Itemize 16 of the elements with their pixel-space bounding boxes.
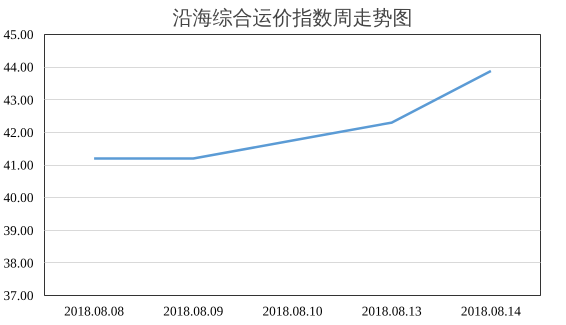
y-tick-label: 41.00 — [4, 158, 34, 172]
x-tick-label: 2018.08.14 — [460, 304, 522, 318]
chart-title: 沿海综合运价指数周走势图 — [172, 8, 412, 30]
x-tick-label: 2018.08.08 — [64, 304, 124, 318]
y-tick-label: 37.00 — [4, 288, 34, 303]
line-series — [92, 70, 492, 160]
x-tick-label: 2018.08.09 — [163, 304, 224, 318]
y-tick-label: 45.00 — [4, 27, 34, 42]
y-tick-label: 38.00 — [4, 255, 34, 270]
y-tick-label: 44.00 — [4, 60, 34, 75]
x-tick-label: 2018.08.10 — [262, 304, 323, 318]
y-tick-label: 39.00 — [4, 222, 34, 238]
x-tick-label: 2018.08.13 — [362, 304, 422, 318]
y-tick-label: 43.00 — [4, 92, 34, 108]
y-tick-label: 40.00 — [4, 190, 34, 206]
y-tick-label: 42.00 — [4, 124, 34, 140]
